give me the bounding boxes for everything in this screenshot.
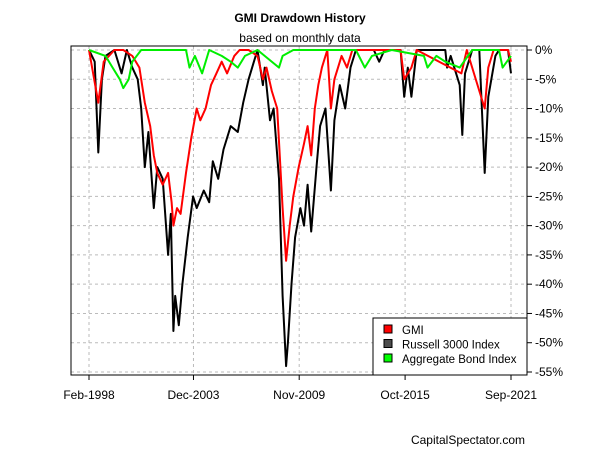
y-tick-label: 0% xyxy=(535,43,553,57)
y-tick-label: -15% xyxy=(535,131,563,145)
y-tick-label: -30% xyxy=(535,219,563,233)
y-tick-label: -5% xyxy=(535,72,557,86)
y-tick-label: -45% xyxy=(535,306,563,320)
chart-subtitle: based on monthly data xyxy=(239,31,361,45)
x-tick-label: Oct-2015 xyxy=(380,388,430,402)
x-tick-label: Feb-1998 xyxy=(63,388,115,402)
source-credit: CapitalSpectator.com xyxy=(411,433,525,447)
y-tick-label: -55% xyxy=(535,365,563,379)
legend-swatch xyxy=(383,353,393,363)
x-tick-label: Nov-2009 xyxy=(273,388,325,402)
legend-label: GMI xyxy=(402,325,424,337)
series-lines xyxy=(88,49,512,368)
series-line-russell-3000-index xyxy=(88,49,512,368)
series-line-gmi xyxy=(88,49,512,262)
legend-label: Aggregate Bond Index xyxy=(402,354,517,366)
x-tick-label: Dec-2003 xyxy=(167,388,219,402)
y-tick-label: -10% xyxy=(535,102,563,116)
legend-label: Russell 3000 Index xyxy=(402,340,500,352)
legend-box xyxy=(372,317,528,376)
y-tick-label: -20% xyxy=(535,160,563,174)
y-tick-label: -25% xyxy=(535,189,563,203)
legend-swatch xyxy=(383,339,393,348)
y-tick-label: -50% xyxy=(535,336,563,350)
axes: 0% -5% -10% -15% -20% -25% -30% -35% -40% -45% -50… xyxy=(63,43,563,402)
y-tick-label: -40% xyxy=(535,277,563,291)
legend-swatch xyxy=(383,324,393,334)
chart-title: GMI Drawdown History xyxy=(234,11,366,25)
series-line-aggregate-bond-index xyxy=(88,49,512,90)
x-tick-label: Sep-2021 xyxy=(485,388,537,402)
legend: GMI Russell 3000 Index Aggregate Bond Inde… xyxy=(372,317,528,376)
y-tick-label: -35% xyxy=(535,248,563,262)
